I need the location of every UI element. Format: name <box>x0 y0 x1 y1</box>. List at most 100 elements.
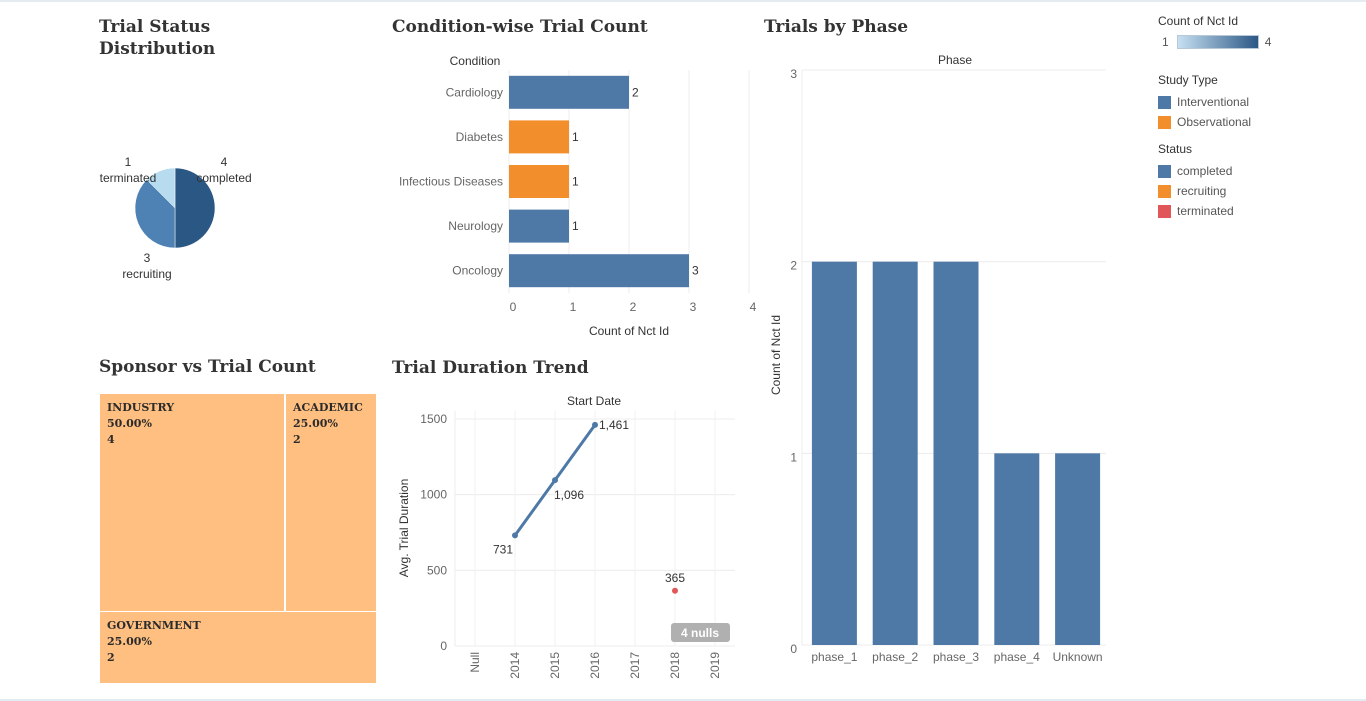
treemap-industry-pct: 50.00% <box>107 417 152 430</box>
legend-swatch <box>1158 95 1171 109</box>
condition-category-label: Oncology <box>452 264 503 278</box>
x-tick-label: Null <box>468 652 482 673</box>
condition-header: Condition <box>450 54 501 68</box>
x-tick-label: 0 <box>510 300 517 314</box>
study-type-legend: Study Type Interventional Observational <box>1158 73 1358 132</box>
condition-value-label: 2 <box>632 85 639 99</box>
condition-category-label: Neurology <box>448 219 503 233</box>
duration-point <box>592 421 598 428</box>
treemap-academic-pct: 25.00% <box>293 417 338 430</box>
nulls-indicator-badge <box>671 623 730 642</box>
pie-slice-completed <box>174 167 216 249</box>
y-tick-label: 1 <box>790 450 797 464</box>
condition-chart-title: Condition-wise Trial Count <box>392 17 648 37</box>
phase-category-label: phase_4 <box>994 650 1040 664</box>
treemap-industry-name: INDUSTRY <box>107 401 175 414</box>
treemap-cell-industry[interactable]: INDUSTRY 50.00% 4 <box>100 394 284 611</box>
legend-item-recruiting[interactable]: recruiting <box>1158 181 1358 201</box>
count-legend-title: Count of Nct Id <box>1158 14 1239 28</box>
status-chart-title: Trial Status Distribution <box>99 17 216 59</box>
phase-category-label: phase_3 <box>933 650 979 664</box>
x-tick-label: 2016 <box>588 652 602 679</box>
x-tick-label: 2 <box>630 300 637 314</box>
x-axis-title: Count of Nct Id <box>589 324 669 338</box>
condition-value-label: 3 <box>692 264 699 278</box>
pie-value-label: 1 <box>125 155 132 169</box>
condition-value-label: 1 <box>572 219 579 233</box>
condition-category-label: Infectious Diseases <box>399 175 503 189</box>
legend-label: Interventional <box>1177 95 1250 109</box>
x-tick-label: 2018 <box>668 652 682 679</box>
x-tick-label: 2017 <box>628 652 642 679</box>
legend-item-interventional[interactable]: Interventional <box>1158 92 1358 112</box>
y-axis-title: Count of Nct Id <box>769 315 783 395</box>
legend-swatch <box>1158 164 1171 178</box>
treemap-cell-government[interactable]: GOVERNMENT 25.00% 2 <box>100 612 376 683</box>
pie-category-label: completed <box>196 171 251 185</box>
sponsor-chart-title: Sponsor vs Trial Count <box>99 357 316 377</box>
phase-category-label: phase_2 <box>872 650 918 664</box>
x-tick-label: 2015 <box>548 652 562 679</box>
y-tick-label: 1000 <box>420 488 447 502</box>
count-scale-max: 4 <box>1264 35 1272 49</box>
phase-category-label: phase_1 <box>811 650 857 664</box>
condition-value-label: 1 <box>572 175 579 189</box>
legend-label: recruiting <box>1177 184 1227 198</box>
pie-category-label: terminated <box>100 171 157 185</box>
count-color-scale[interactable]: 1 4 <box>1158 33 1358 51</box>
condition-category-label: Diabetes <box>456 130 503 144</box>
nulls-indicator-label: 4 nulls <box>681 626 719 640</box>
condition-value-label: 1 <box>572 130 579 144</box>
condition-bar <box>509 209 569 243</box>
condition-category-label: Cardiology <box>446 85 503 99</box>
treemap-academic-name: ACADEMIC <box>293 401 363 414</box>
x-tick-label: 4 <box>750 300 757 314</box>
legend-panel: Count of Nct Id 1 4 Study Type Intervent… <box>1158 14 1358 231</box>
treemap-government-name: GOVERNMENT <box>107 619 201 632</box>
pie-value-label: 4 <box>221 155 228 169</box>
status-legend-title: Status <box>1158 142 1193 156</box>
bottom-border <box>0 699 1366 701</box>
legend-item-terminated[interactable]: terminated <box>1158 201 1358 221</box>
phase-bar <box>994 453 1040 645</box>
y-tick-label: 3 <box>790 67 797 81</box>
y-tick-label: 500 <box>427 563 447 577</box>
treemap-academic-count: 2 <box>293 433 301 446</box>
legend-swatch <box>1158 115 1171 129</box>
treemap-industry-count: 4 <box>107 433 115 446</box>
condition-bar <box>509 75 629 109</box>
x-tick-label: 2014 <box>508 652 522 679</box>
y-tick-label: 0 <box>440 639 447 653</box>
study-type-legend-title: Study Type <box>1158 73 1218 87</box>
condition-bar <box>509 254 689 288</box>
phase-header: Phase <box>938 53 972 67</box>
legend-item-observational[interactable]: Observational <box>1158 112 1358 132</box>
duration-header: Start Date <box>567 394 621 408</box>
pie-slice-terminated <box>146 167 176 209</box>
phase-chart-title: Trials by Phase <box>764 17 909 37</box>
status-legend: Status completed recruiting terminated <box>1158 142 1358 221</box>
y-axis-title: Avg. Trial Duration <box>397 479 411 578</box>
duration-chart-title: Trial Duration Trend <box>392 358 589 378</box>
condition-bar <box>509 165 569 198</box>
treemap-cell-academic[interactable]: ACADEMIC 25.00% 2 <box>286 394 376 611</box>
phase-bar <box>933 261 979 645</box>
treemap-government-count: 2 <box>107 651 115 664</box>
y-tick-label: 0 <box>790 642 797 656</box>
count-scale-min: 1 <box>1162 35 1169 49</box>
top-border <box>0 0 1366 2</box>
legend-swatch <box>1158 184 1171 198</box>
phase-bar <box>872 261 918 645</box>
phase-category-label: Unknown <box>1053 650 1103 664</box>
x-tick-label: 3 <box>690 300 697 314</box>
duration-value-label: 1,461 <box>599 418 629 432</box>
duration-value-label: 731 <box>493 542 513 556</box>
pie-category-label: recruiting <box>122 267 171 281</box>
legend-label: completed <box>1177 164 1233 178</box>
duration-point <box>512 532 518 539</box>
duration-value-label: 365 <box>665 571 685 585</box>
legend-item-completed[interactable]: completed <box>1158 161 1358 181</box>
